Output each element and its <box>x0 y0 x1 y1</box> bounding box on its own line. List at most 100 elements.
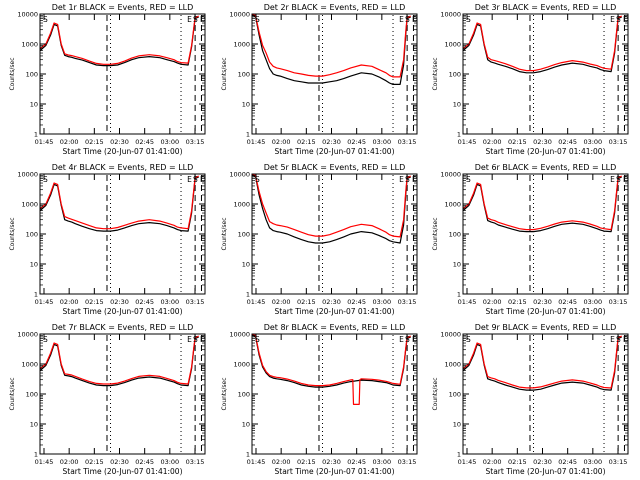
series-line-lld <box>462 175 622 231</box>
y-axis-label: Counts/sec <box>432 377 439 410</box>
x-tick-label: 02:00 <box>272 458 291 466</box>
x-tick-label: 02:45 <box>558 138 577 146</box>
saa-marker: D <box>623 175 629 184</box>
panel-title: Det 1r BLACK = Events, RED = LLD <box>52 3 194 12</box>
series-line-lld <box>462 15 622 72</box>
x-tick-label: 01:45 <box>35 298 54 306</box>
x-axis-label: Start Time (20-Jun-07 01:41:00) <box>63 147 183 156</box>
y-tick-label: 10000 <box>440 171 461 179</box>
x-tick-label: 03:15 <box>186 138 205 146</box>
x-tick-label: 02:30 <box>110 458 129 466</box>
saa-marker: E <box>610 335 615 344</box>
y-tick-label: 10 <box>453 101 461 109</box>
y-tick-label: 10 <box>30 261 38 269</box>
y-tick-label: 100 <box>238 71 250 79</box>
x-tick-label: 01:45 <box>247 298 266 306</box>
x-tick-label: 03:15 <box>398 458 417 466</box>
x-tick-label: 01:45 <box>35 458 54 466</box>
saa-marker: S <box>616 335 621 344</box>
x-tick-label: 02:45 <box>347 138 366 146</box>
saa-marker: E <box>610 175 615 184</box>
x-tick-label: 01:45 <box>35 138 54 146</box>
saa-marker: E <box>399 175 404 184</box>
series-line-events <box>251 14 411 86</box>
x-tick-label: 02:30 <box>110 138 129 146</box>
x-tick-label: 02:30 <box>322 138 341 146</box>
y-tick-label: 1 <box>457 291 461 299</box>
panel-6: Det 6r BLACK = Events, RED = LLD Counts/s… <box>432 163 629 316</box>
x-tick-label: 02:30 <box>533 138 552 146</box>
saa-marker: D <box>623 15 629 24</box>
x-tick-label: 02:15 <box>297 138 316 146</box>
x-tick-label: 01:45 <box>458 298 477 306</box>
y-tick-label: 10 <box>242 421 250 429</box>
x-tick-label: 02:45 <box>135 138 154 146</box>
x-tick-label: 03:00 <box>583 298 602 306</box>
x-tick-label: 02:15 <box>508 458 527 466</box>
saa-marker: S <box>466 175 471 184</box>
panel-title: Det 6r BLACK = Events, RED = LLD <box>475 163 617 172</box>
x-tick-label: 03:00 <box>160 138 179 146</box>
saa-marker: S <box>193 175 198 184</box>
saa-marker: S <box>255 335 260 344</box>
x-tick-label: 01:45 <box>247 458 266 466</box>
saa-marker: S <box>616 15 621 24</box>
x-tick-label: 02:45 <box>558 298 577 306</box>
y-tick-label: 1 <box>457 131 461 139</box>
y-tick-label: 10 <box>30 101 38 109</box>
x-axis-label: Start Time (20-Jun-07 01:41:00) <box>275 467 395 476</box>
y-axis-label: Counts/sec <box>9 217 16 250</box>
saa-marker: S <box>405 175 410 184</box>
x-tick-label: 02:45 <box>347 298 366 306</box>
x-tick-label: 02:00 <box>483 298 502 306</box>
x-tick-label: 02:30 <box>322 298 341 306</box>
x-tick-label: 02:45 <box>135 458 154 466</box>
y-tick-label: 100 <box>26 391 38 399</box>
y-tick-label: 10000 <box>229 171 250 179</box>
series-line-events <box>251 174 411 244</box>
series-line-lld <box>462 335 622 389</box>
series-line-lld <box>251 334 411 405</box>
x-axis-label: Start Time (20-Jun-07 01:41:00) <box>275 307 395 316</box>
y-axis-label: Counts/sec <box>221 377 228 410</box>
y-tick-label: 100 <box>449 231 461 239</box>
saa-marker: D <box>412 15 418 24</box>
x-tick-label: 02:00 <box>60 298 79 306</box>
saa-marker: S <box>43 175 48 184</box>
panel-title: Det 5r BLACK = Events, RED = LLD <box>264 163 406 172</box>
x-tick-label: 03:00 <box>583 458 602 466</box>
panel-8: Det 8r BLACK = Events, RED = LLD Counts/s… <box>221 323 418 476</box>
saa-marker: S <box>255 175 260 184</box>
x-tick-label: 02:00 <box>60 458 79 466</box>
x-tick-label: 02:00 <box>272 298 291 306</box>
x-tick-label: 01:45 <box>458 138 477 146</box>
saa-marker: S <box>405 15 410 24</box>
x-tick-label: 02:00 <box>483 138 502 146</box>
y-tick-label: 100 <box>238 391 250 399</box>
y-tick-label: 10 <box>30 421 38 429</box>
panel-3: Det 3r BLACK = Events, RED = LLD Counts/s… <box>432 3 629 156</box>
x-axis-label: Start Time (20-Jun-07 01:41:00) <box>486 307 606 316</box>
y-tick-label: 1000 <box>233 361 250 369</box>
saa-marker: S <box>616 175 621 184</box>
y-tick-label: 100 <box>449 71 461 79</box>
y-axis-label: Counts/sec <box>9 57 16 90</box>
panel-4: Det 4r BLACK = Events, RED = LLD Counts/s… <box>9 163 206 316</box>
y-tick-label: 10 <box>453 261 461 269</box>
y-tick-label: 10000 <box>229 331 250 339</box>
y-tick-label: 1000 <box>233 41 250 49</box>
saa-marker: S <box>466 15 471 24</box>
saa-marker: D <box>200 15 206 24</box>
saa-marker: S <box>255 15 260 24</box>
x-tick-label: 02:15 <box>297 458 316 466</box>
saa-marker: D <box>412 335 418 344</box>
saa-marker: E <box>610 15 615 24</box>
panel-1: Det 1r BLACK = Events, RED = LLD Counts/s… <box>9 3 206 156</box>
panel-5: Det 5r BLACK = Events, RED = LLD Counts/s… <box>221 163 418 316</box>
x-tick-label: 02:45 <box>347 458 366 466</box>
y-tick-label: 100 <box>238 231 250 239</box>
saa-marker: D <box>200 335 206 344</box>
x-axis-label: Start Time (20-Jun-07 01:41:00) <box>275 147 395 156</box>
x-tick-label: 01:45 <box>458 458 477 466</box>
